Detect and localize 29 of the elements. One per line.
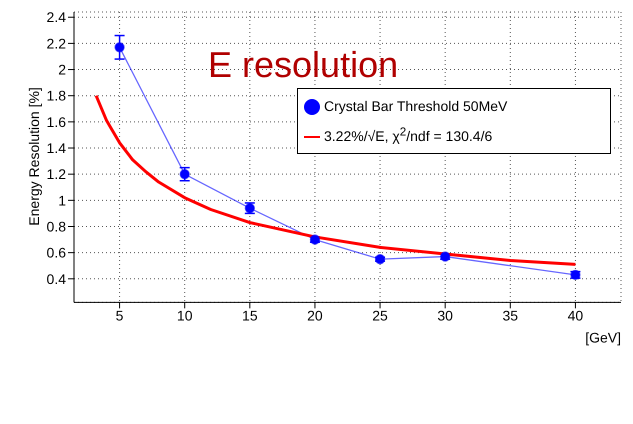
y-tick-label: 1.4 <box>46 140 66 156</box>
x-tick-label: 20 <box>307 307 323 324</box>
y-tick-label: 0.4 <box>46 270 66 287</box>
line-series <box>94 94 577 266</box>
point <box>180 169 190 180</box>
x-tick-label: 40 <box>568 307 584 324</box>
y-axis-title: Energy Resolution [%] <box>26 87 42 226</box>
x-tick-label: 30 <box>437 307 454 324</box>
y-tick-label: 2.2 <box>46 35 66 52</box>
x-tick-label: 5 <box>116 307 124 324</box>
x-tick-label: 35 <box>502 307 518 324</box>
y-tick-label: 1.2 <box>46 166 66 182</box>
point <box>114 42 125 52</box>
y-tick-label: 1.8 <box>46 88 66 104</box>
legend-label: 3.22%/√E, χ$^{2}$/ndf = 130.4/6 <box>324 125 492 144</box>
point <box>374 254 386 264</box>
y-tick-label: 0.6 <box>46 244 66 261</box>
x-tick-label: 10 <box>176 307 193 324</box>
y-tick-label: 1 <box>58 192 66 208</box>
y-tick-label: 2.4 <box>46 9 66 26</box>
y-tick-label: 1.6 <box>46 114 66 130</box>
x-axis-title: [GeV] <box>585 329 621 346</box>
point <box>440 251 450 262</box>
y-tick-label: 2 <box>58 62 66 78</box>
x-tick-label: 15 <box>242 307 258 324</box>
legend-label: Crystal Bar Threshold 50MeV <box>324 98 508 114</box>
y-tick-label: 0.8 <box>46 218 66 234</box>
text: E resolution <box>208 44 398 86</box>
x-tick-label: 25 <box>372 307 388 324</box>
